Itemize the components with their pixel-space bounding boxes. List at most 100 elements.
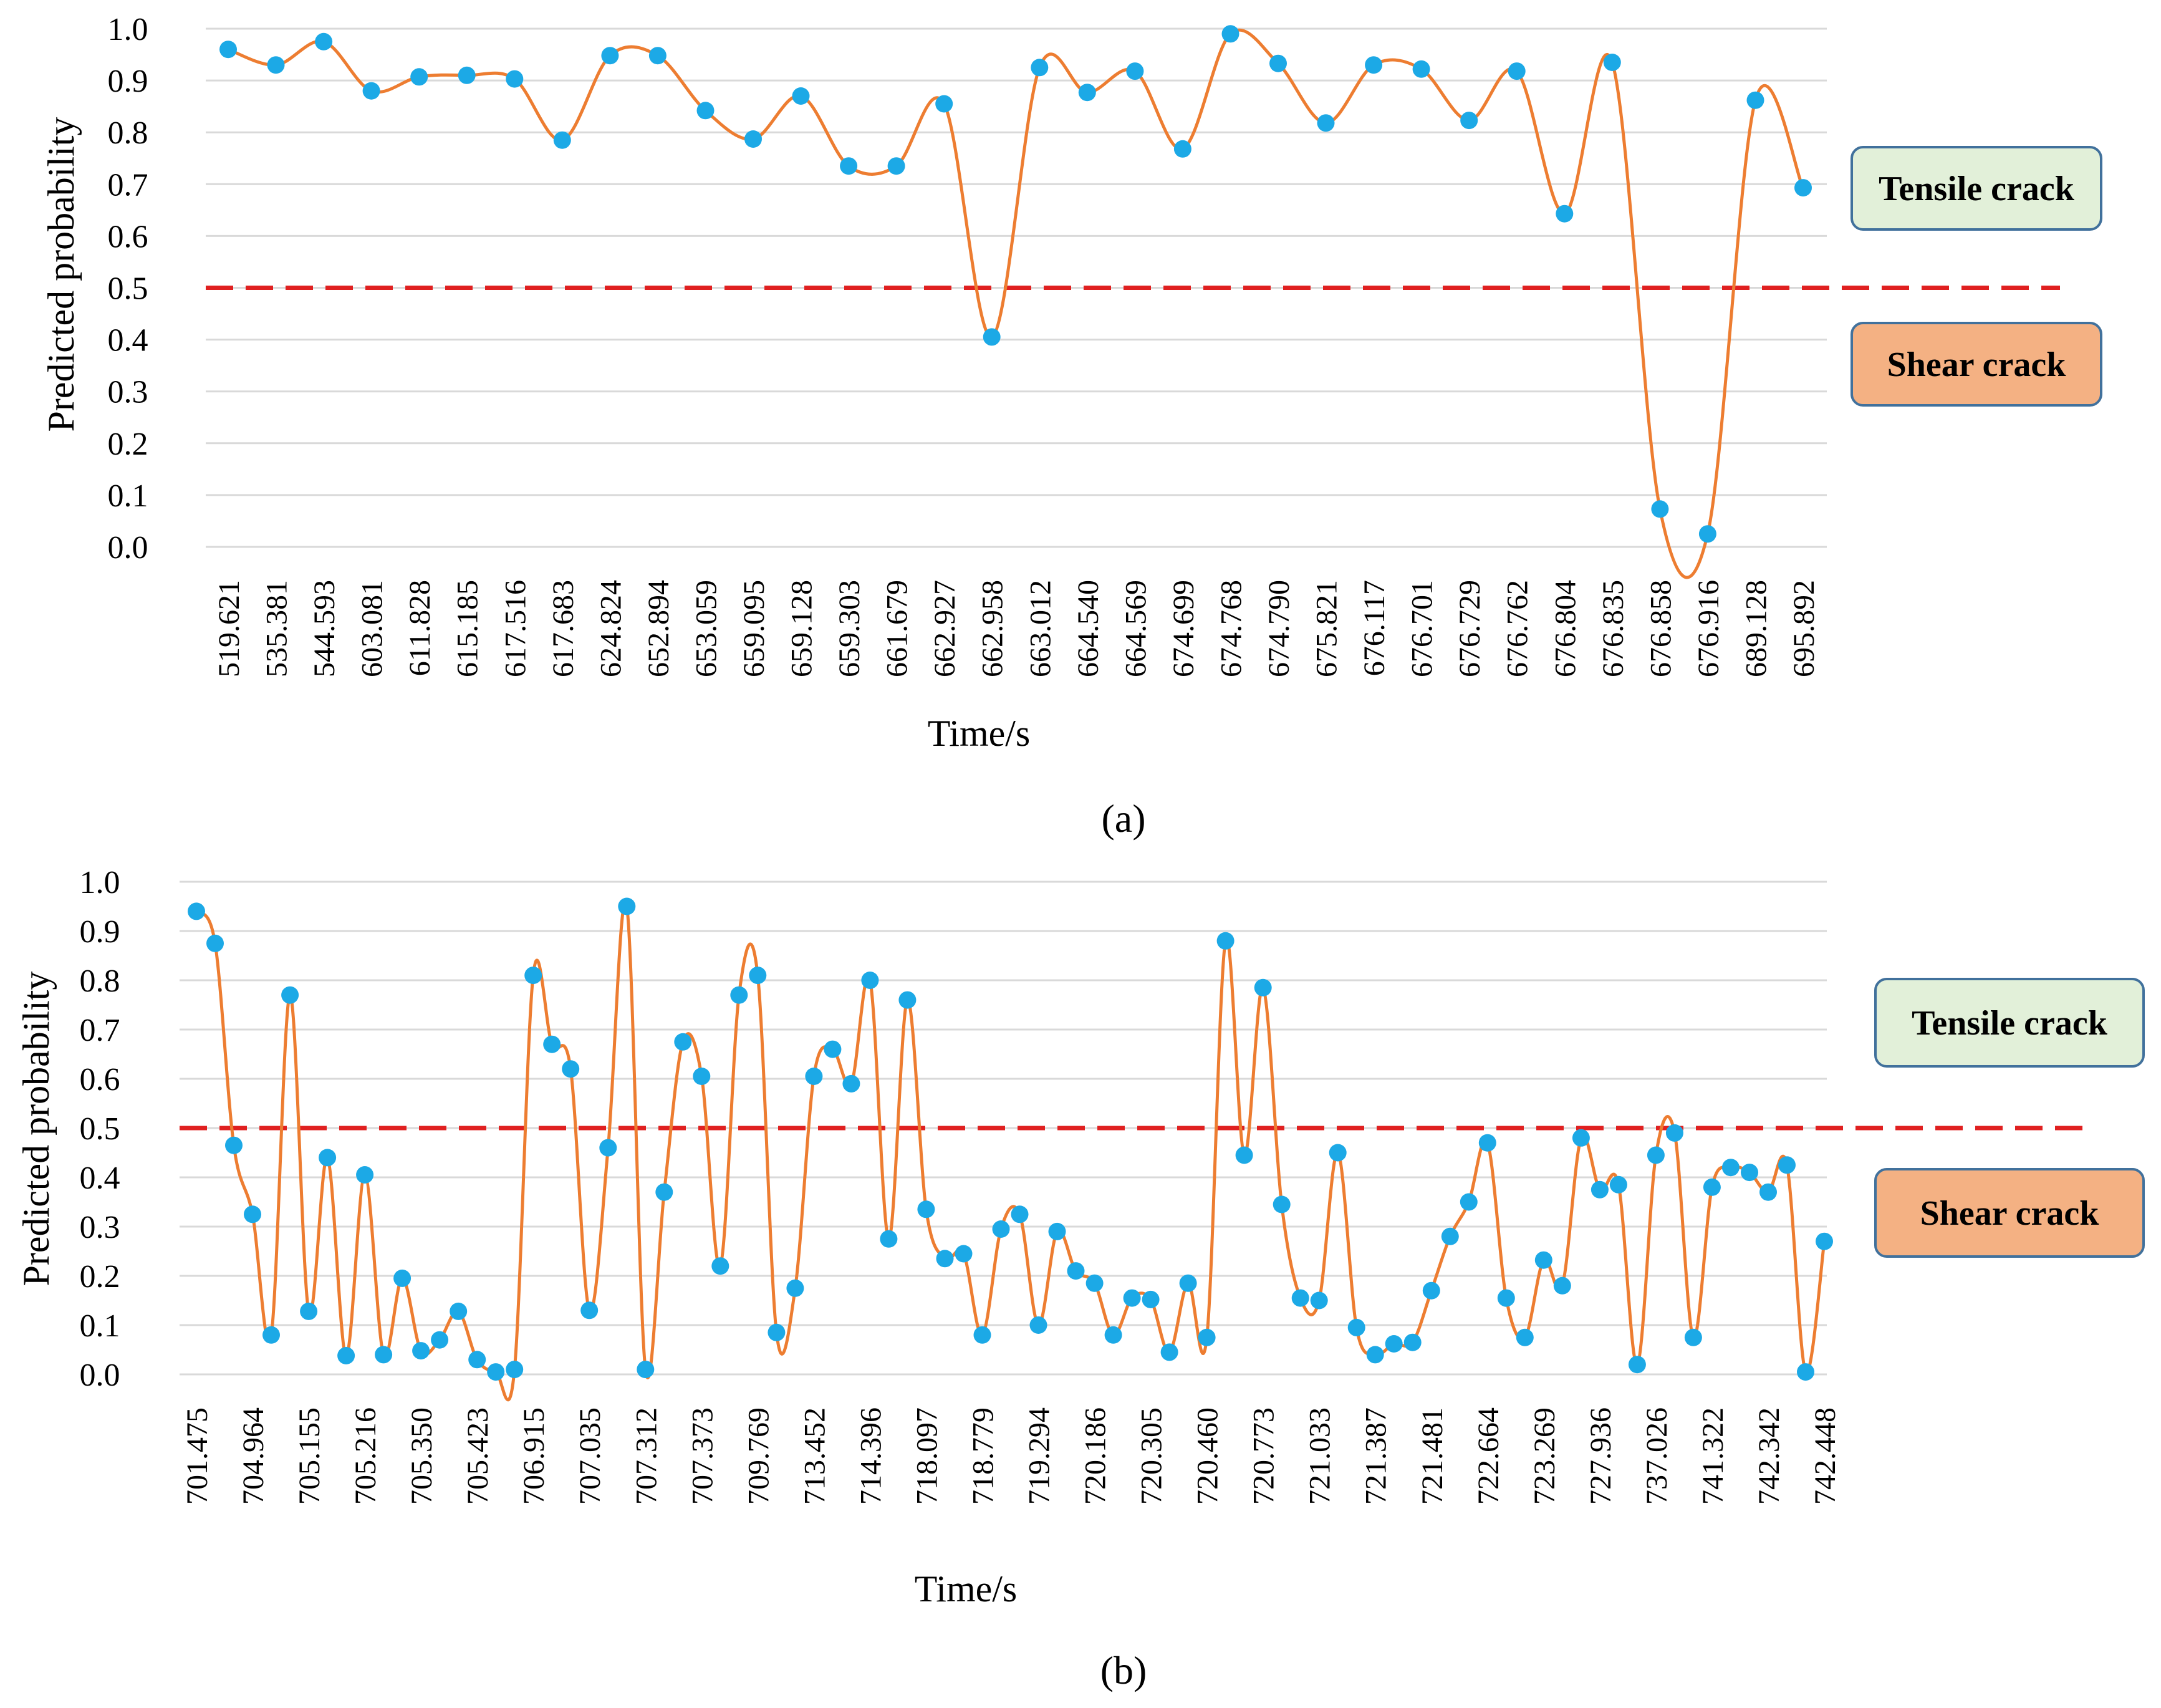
data-point	[1516, 1328, 1534, 1346]
data-point	[1031, 59, 1049, 77]
data-point	[1703, 1178, 1721, 1196]
x-tick-label: 535.381	[261, 580, 294, 677]
x-tick-label: 652.894	[642, 580, 675, 677]
y-tick-label: 0.0	[108, 530, 148, 566]
data-point	[1085, 1274, 1104, 1292]
data-point	[1029, 1316, 1047, 1334]
x-tick-label: 741.322	[1697, 1407, 1730, 1505]
panel-a-y-axis-label: Predicted probability	[41, 117, 82, 432]
data-point	[1179, 1274, 1197, 1292]
data-point	[315, 32, 333, 51]
data-point	[1254, 978, 1272, 996]
data-point	[1160, 1343, 1178, 1361]
data-point	[1534, 1251, 1552, 1269]
x-tick-label: 704.964	[237, 1407, 270, 1505]
data-point	[693, 1068, 711, 1085]
x-tick-label: 662.927	[928, 580, 961, 677]
data-point	[319, 1149, 337, 1167]
data-point	[1556, 205, 1574, 223]
data-point	[1078, 84, 1096, 102]
x-tick-label: 544.593	[308, 580, 341, 677]
data-point	[898, 991, 917, 1009]
panel-a-chart: 0.0 0.1 0.2 0.3 0.4 0.5 0.6 0.7 0.8 0.9 1.0 519.62…	[41, 12, 2102, 841]
x-tick-label: 674.790	[1263, 580, 1296, 677]
data-point	[281, 986, 299, 1004]
data-point	[655, 1183, 673, 1201]
x-tick-label: 661.679	[881, 580, 914, 677]
data-point	[1123, 1289, 1141, 1307]
data-point	[1198, 1328, 1216, 1346]
panel-a-caption: (a)	[1101, 796, 1145, 841]
data-point	[1403, 1333, 1422, 1351]
panel-a-shear-label: Shear crack	[1887, 345, 2067, 384]
panel-a-data-points	[219, 25, 1812, 543]
data-point	[1347, 1318, 1365, 1336]
data-point	[786, 1279, 804, 1297]
data-point	[1478, 1134, 1496, 1152]
panel-b-shear-label-box: Shear crack	[1874, 1168, 2145, 1258]
panel-a-x-axis-label: Time/s	[928, 713, 1031, 754]
data-point	[244, 1205, 261, 1223]
data-point	[506, 1361, 524, 1379]
data-point	[300, 1302, 318, 1320]
data-point	[562, 1060, 580, 1078]
data-point	[599, 1139, 617, 1157]
data-point	[1310, 1291, 1328, 1310]
x-tick-label: 653.059	[690, 580, 723, 677]
data-point	[637, 1361, 655, 1379]
data-point	[553, 131, 571, 149]
data-point	[1721, 1159, 1740, 1177]
panel-b-y-tick-labels: 0.0 0.1 0.2 0.3 0.4 0.5 0.6 0.7 0.8 0.9 1.0	[80, 865, 120, 1393]
x-tick-label: 705.423	[461, 1407, 494, 1505]
x-tick-label: 723.269	[1528, 1407, 1561, 1505]
x-tick-label: 676.701	[1406, 580, 1439, 677]
x-tick-label: 718.779	[967, 1407, 1000, 1505]
data-point	[1816, 1232, 1833, 1250]
data-point	[1628, 1356, 1646, 1374]
x-tick-label: 659.128	[786, 580, 819, 677]
data-point	[1216, 932, 1235, 950]
x-tick-label: 706.915	[517, 1407, 551, 1505]
y-tick-label: 0.9	[80, 914, 120, 950]
data-point	[362, 82, 380, 100]
panel-b-tensile-label: Tensile crack	[1912, 1004, 2108, 1043]
data-point	[1460, 112, 1478, 130]
x-tick-label: 662.958	[976, 580, 1009, 677]
x-tick-label: 713.452	[798, 1407, 831, 1505]
x-tick-label: 705.350	[405, 1407, 438, 1505]
panel-b-shear-label: Shear crack	[1920, 1194, 2100, 1233]
panel-a-tensile-label: Tensile crack	[1879, 170, 2075, 208]
data-point	[1365, 56, 1383, 74]
data-point	[356, 1166, 374, 1184]
data-point	[1412, 60, 1430, 78]
x-tick-label: 676.916	[1692, 580, 1725, 677]
x-tick-label: 611.828	[403, 580, 436, 676]
x-tick-label: 722.664	[1472, 1407, 1505, 1505]
x-tick-label: 615.185	[451, 580, 484, 677]
data-point	[1221, 25, 1239, 43]
data-point	[1366, 1346, 1384, 1364]
data-point	[487, 1363, 505, 1381]
x-tick-label: 676.762	[1501, 580, 1534, 677]
data-point	[1497, 1289, 1515, 1307]
x-tick-label: 664.540	[1072, 580, 1105, 677]
data-point	[431, 1331, 449, 1349]
y-tick-label: 0.5	[80, 1111, 120, 1147]
data-point	[412, 1342, 430, 1360]
x-tick-label: 617.516	[499, 580, 532, 677]
data-point	[543, 1035, 561, 1053]
data-point	[524, 967, 542, 985]
data-point	[1422, 1281, 1440, 1300]
panel-b-caption: (b)	[1100, 1648, 1147, 1692]
y-tick-label: 0.3	[108, 375, 148, 410]
data-point	[410, 68, 428, 86]
x-tick-label: 674.768	[1215, 580, 1248, 677]
panel-b-chart: 0.0 0.1 0.2 0.3 0.4 0.5 0.6 0.7 0.8 0.9 1.0 701.47…	[16, 865, 2145, 1692]
panel-a-y-tick-labels: 0.0 0.1 0.2 0.3 0.4 0.5 0.6 0.7 0.8 0.9 1.0	[108, 12, 148, 566]
data-point	[337, 1347, 355, 1364]
x-tick-label: 727.936	[1584, 1407, 1617, 1505]
data-point	[792, 87, 810, 105]
x-tick-label: 519.621	[213, 580, 246, 677]
data-point	[711, 1257, 729, 1275]
data-point	[1651, 500, 1669, 518]
